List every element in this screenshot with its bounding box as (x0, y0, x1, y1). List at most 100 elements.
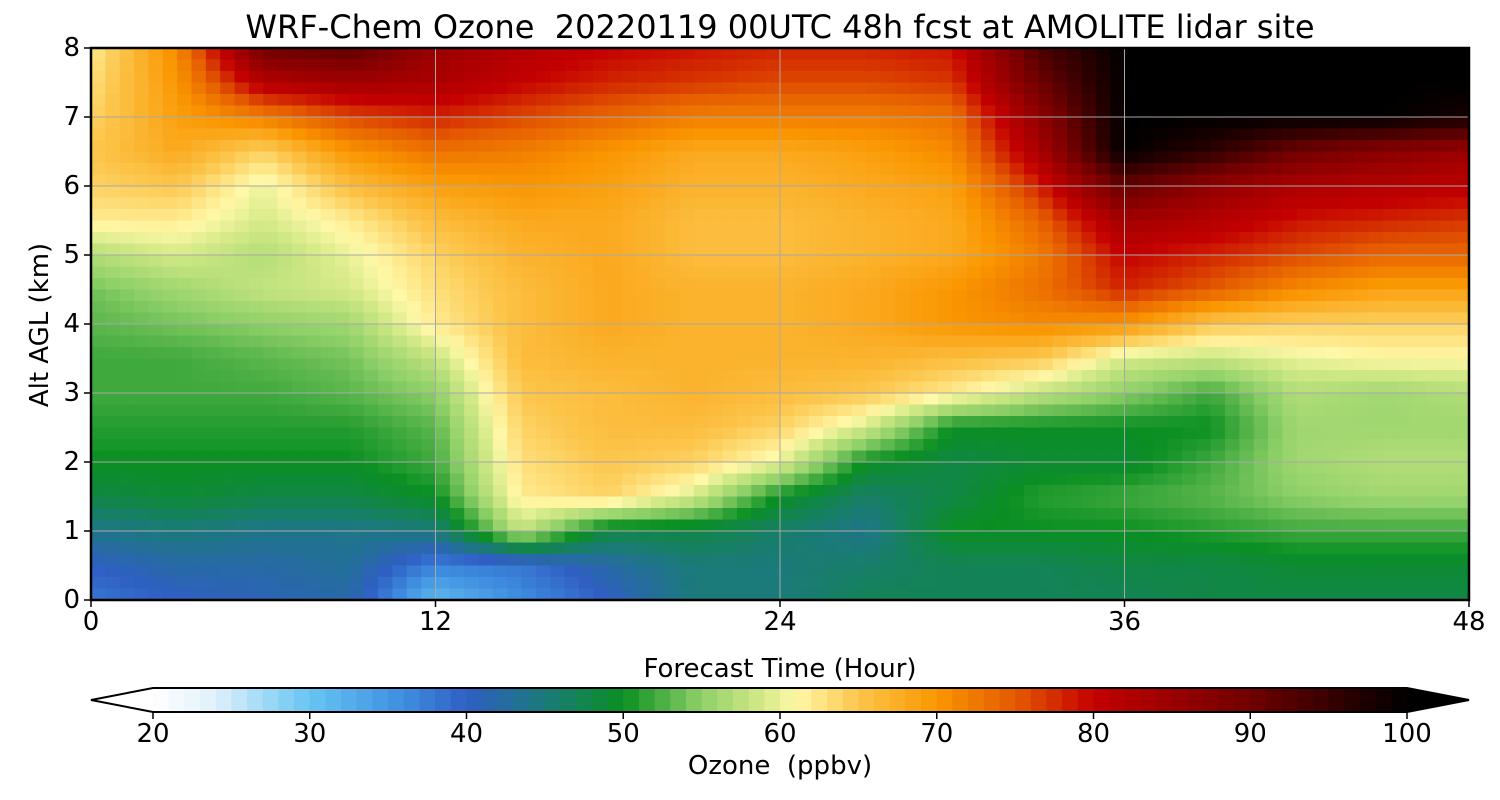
heatmap-cell (349, 163, 365, 176)
heatmap-cell (550, 255, 566, 268)
heatmap-cell (765, 404, 781, 417)
heatmap-cell (1325, 140, 1341, 153)
heatmap-cell (966, 186, 982, 199)
heatmap-cell (363, 232, 379, 245)
heatmap-cell (679, 577, 695, 590)
heatmap-cell (119, 473, 135, 486)
heatmap-cell (1454, 163, 1470, 176)
heatmap-cell (162, 151, 178, 164)
heatmap-cell (277, 531, 293, 544)
heatmap-cell (564, 485, 580, 498)
heatmap-cell (564, 554, 580, 567)
heatmap-cell (622, 439, 638, 452)
heatmap-cell (1354, 232, 1370, 245)
heatmap-cell (1397, 312, 1413, 325)
heatmap-cell (1425, 289, 1441, 302)
heatmap-cell (593, 117, 609, 130)
heatmap-cell (909, 450, 925, 463)
heatmap-cell (1196, 209, 1212, 222)
heatmap-cell (478, 289, 494, 302)
heatmap-cell (1325, 301, 1341, 314)
heatmap-cell (1095, 358, 1111, 371)
colorbar-swatch (685, 688, 703, 712)
heatmap-cell (191, 450, 207, 463)
heatmap-cell (794, 59, 810, 72)
heatmap-cell (1296, 117, 1312, 130)
heatmap-cell (1210, 519, 1226, 532)
heatmap-cell (679, 381, 695, 394)
heatmap-cell (1354, 577, 1370, 590)
heatmap-cell (1138, 542, 1154, 555)
heatmap-cell (1311, 450, 1327, 463)
heatmap-cell (1382, 519, 1398, 532)
heatmap-cell (535, 358, 551, 371)
heatmap-cell (421, 255, 437, 268)
heatmap-cell (1296, 209, 1312, 222)
heatmap-cell (1224, 519, 1240, 532)
heatmap-cell (1253, 508, 1269, 521)
heatmap-cell (736, 186, 752, 199)
heatmap-cell (794, 358, 810, 371)
heatmap-cell (1052, 151, 1068, 164)
heatmap-cell (794, 243, 810, 256)
heatmap-cell (234, 105, 250, 118)
heatmap-cell (1196, 473, 1212, 486)
heatmap-cell (1397, 462, 1413, 475)
heatmap-cell (134, 393, 150, 406)
heatmap-cell (119, 105, 135, 118)
heatmap-cell (980, 220, 996, 233)
heatmap-cell (765, 312, 781, 325)
heatmap-cell (1325, 335, 1341, 348)
heatmap-cell (1081, 508, 1097, 521)
heatmap-cell (392, 278, 408, 291)
heatmap-cell (1253, 48, 1269, 61)
heatmap-cell (650, 358, 666, 371)
heatmap-cell (751, 117, 767, 130)
heatmap-cell (593, 565, 609, 578)
heatmap-cell (622, 163, 638, 176)
heatmap-cell (177, 324, 193, 337)
heatmap-cell (105, 439, 121, 452)
heatmap-cell (162, 416, 178, 429)
heatmap-cell (1181, 220, 1197, 233)
heatmap-cell (579, 335, 594, 348)
heatmap-cell (593, 232, 609, 245)
heatmap-cell (1067, 220, 1083, 233)
heatmap-cell (622, 312, 638, 325)
heatmap-cell (937, 554, 953, 567)
heatmap-cell (837, 151, 853, 164)
heatmap-cell (952, 370, 968, 383)
heatmap-cell (220, 439, 236, 452)
heatmap-cell (277, 554, 293, 567)
heatmap-cell (1124, 220, 1140, 233)
heatmap-cell (693, 94, 709, 107)
heatmap-cell (205, 393, 221, 406)
heatmap-cell (622, 174, 638, 187)
heatmap-cell (1024, 347, 1039, 360)
heatmap-cell (722, 485, 738, 498)
heatmap-cell (535, 416, 551, 429)
heatmap-cell (521, 255, 537, 268)
heatmap-cell (1153, 496, 1169, 509)
heatmap-cell (291, 94, 307, 107)
heatmap-cell (751, 404, 767, 417)
heatmap-cell (1153, 266, 1169, 279)
heatmap-cell (1009, 128, 1025, 141)
heatmap-cell (952, 59, 968, 72)
heatmap-cell (1124, 301, 1140, 314)
heatmap-cell (1138, 531, 1154, 544)
heatmap-cell (291, 140, 307, 153)
heatmap-cell (550, 289, 566, 302)
heatmap-cell (521, 209, 537, 222)
heatmap-cell (335, 174, 350, 187)
heatmap-cell (1411, 232, 1427, 245)
heatmap-cell (564, 186, 580, 199)
heatmap-cell (679, 485, 695, 498)
heatmap-cell (148, 531, 164, 544)
heatmap-cell (363, 289, 379, 302)
heatmap-cell (1253, 531, 1269, 544)
heatmap-cell (1067, 439, 1083, 452)
heatmap-cell (507, 82, 523, 95)
heatmap-cell (1311, 393, 1327, 406)
heatmap-cell (1138, 117, 1154, 130)
